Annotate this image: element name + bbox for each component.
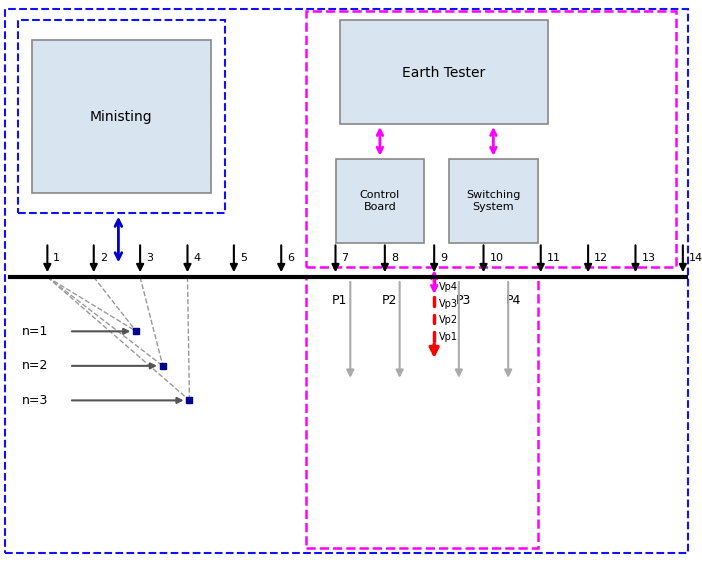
- Text: 2: 2: [100, 253, 107, 264]
- Text: 4: 4: [194, 253, 201, 264]
- Text: 10: 10: [489, 253, 503, 264]
- Bar: [340, 20, 548, 124]
- Text: Vp1: Vp1: [439, 332, 458, 342]
- Text: Vp2: Vp2: [439, 315, 458, 325]
- Text: Switching
System: Switching System: [466, 191, 521, 212]
- Text: 9: 9: [440, 253, 447, 264]
- Text: n=1: n=1: [22, 325, 48, 338]
- Bar: [306, 11, 676, 267]
- Text: 11: 11: [547, 253, 561, 264]
- Text: P4: P4: [506, 294, 522, 307]
- Text: Earth Tester: Earth Tester: [402, 66, 486, 80]
- Text: P3: P3: [456, 294, 471, 307]
- Text: 14: 14: [689, 253, 702, 264]
- Text: Vp4: Vp4: [439, 282, 458, 292]
- Text: n=2: n=2: [22, 359, 48, 373]
- Text: 7: 7: [341, 253, 349, 264]
- Text: 1: 1: [53, 253, 60, 264]
- Text: 6: 6: [287, 253, 294, 264]
- Text: Vp3: Vp3: [439, 298, 458, 309]
- Bar: [306, 277, 538, 549]
- Bar: [336, 158, 424, 243]
- Bar: [18, 20, 225, 213]
- Text: 12: 12: [594, 253, 608, 264]
- Text: Ministing: Ministing: [90, 110, 152, 124]
- Text: 3: 3: [146, 253, 153, 264]
- Text: 8: 8: [391, 253, 398, 264]
- Text: P2: P2: [382, 294, 397, 307]
- Bar: [32, 40, 211, 193]
- Text: n=3: n=3: [22, 394, 48, 407]
- Text: Control
Board: Control Board: [360, 191, 400, 212]
- Text: P1: P1: [331, 294, 347, 307]
- Text: 13: 13: [642, 253, 656, 264]
- Text: 5: 5: [240, 253, 247, 264]
- Bar: [449, 158, 538, 243]
